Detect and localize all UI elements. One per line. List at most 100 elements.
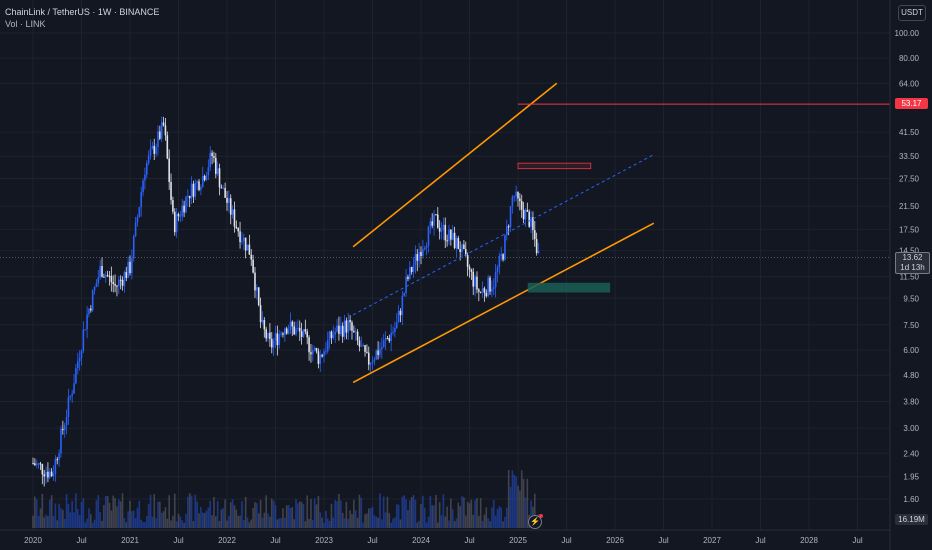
- volume-bar: [99, 512, 101, 528]
- candle-body: [198, 181, 200, 191]
- candle-body: [287, 329, 290, 334]
- candle-body: [494, 272, 497, 288]
- channel-lower-line: [352, 222, 655, 384]
- volume-bar: [270, 498, 273, 528]
- candle-body: [433, 214, 435, 226]
- candle-body: [194, 183, 197, 197]
- candle-body: [60, 428, 62, 454]
- candle-body: [384, 338, 387, 341]
- volume-bar: [386, 496, 389, 528]
- symbol-title[interactable]: ChainLink / TetherUS · 1W · BINANCE: [5, 7, 160, 17]
- candle-body: [144, 174, 146, 181]
- volume-bar: [351, 514, 353, 528]
- volume-bar: [459, 506, 461, 528]
- volume-bar: [326, 518, 329, 528]
- volume-bar: [407, 510, 409, 528]
- volume-bar: [494, 515, 497, 528]
- volume-bar: [293, 519, 295, 528]
- candle-body: [533, 230, 536, 240]
- volume-bar: [506, 507, 508, 528]
- currency-button[interactable]: USDT: [898, 5, 926, 21]
- volume-bar: [429, 495, 432, 528]
- volume-bar: [172, 515, 174, 528]
- candle-body: [491, 288, 493, 292]
- volume-bar: [423, 507, 426, 528]
- candle-body: [526, 209, 529, 212]
- volume-bar: [153, 494, 156, 528]
- volume-bar: [298, 501, 301, 528]
- candle-body: [116, 285, 118, 287]
- candle-body: [369, 362, 372, 365]
- volume-bar: [526, 478, 529, 528]
- candle-body: [45, 471, 47, 477]
- volume-bar: [409, 500, 411, 528]
- candle-body: [228, 198, 230, 203]
- volume-bar: [474, 500, 476, 528]
- volume-bar: [108, 502, 111, 528]
- volume-bar: [496, 508, 499, 528]
- volume-bar: [384, 512, 387, 528]
- volume-bar: [367, 508, 370, 528]
- candle-body: [366, 351, 368, 353]
- volume-bar: [140, 519, 142, 528]
- candle-body: [220, 187, 223, 189]
- candle-body: [272, 340, 275, 348]
- volume-bar: [224, 499, 226, 528]
- volume-bar: [483, 514, 486, 528]
- candle-body: [71, 393, 73, 396]
- volume-bar: [142, 522, 144, 528]
- candle-body: [319, 354, 322, 364]
- candle-body: [177, 214, 180, 217]
- volume-bar: [425, 522, 428, 528]
- x-tick-label: 2028: [800, 536, 818, 545]
- volume-bar: [265, 495, 267, 528]
- volume-bar: [349, 510, 351, 528]
- volume-bar: [39, 508, 42, 528]
- volume-bar: [84, 522, 87, 528]
- candle-body: [215, 157, 217, 174]
- volume-bar: [192, 521, 195, 528]
- current-price-value: 13.62: [902, 253, 923, 262]
- candle-body: [457, 237, 460, 250]
- candle-body: [52, 473, 55, 477]
- volume-bar: [502, 521, 504, 528]
- volume-bar: [215, 516, 217, 528]
- volume-bar: [267, 513, 269, 528]
- volume-bar: [427, 516, 430, 528]
- volume-bar: [511, 470, 514, 528]
- drawings: [352, 82, 890, 384]
- replay-icon[interactable]: ⚡: [528, 514, 543, 529]
- volume-bar: [336, 501, 338, 528]
- volume-bar: [455, 518, 458, 528]
- y-tick-label: 41.50: [899, 128, 920, 137]
- candle-body: [354, 331, 357, 333]
- volume-bar: [101, 520, 103, 528]
- candle-body: [470, 269, 473, 272]
- candle-body: [390, 332, 392, 342]
- candle-body: [138, 207, 141, 218]
- candle-body: [229, 198, 232, 215]
- volume-bar: [433, 505, 435, 528]
- volume-legend[interactable]: Vol · LINK: [5, 19, 46, 29]
- y-tick-label: 21.50: [899, 202, 920, 211]
- volume-bar: [313, 498, 316, 528]
- volume-bar: [211, 515, 213, 528]
- volume-bar: [235, 509, 238, 528]
- volume-bar: [306, 495, 309, 528]
- candle-body: [448, 229, 450, 242]
- volume-bar: [198, 513, 200, 528]
- candle-body: [418, 252, 420, 261]
- candle-body: [224, 188, 226, 198]
- candle-body: [86, 314, 88, 330]
- candle-body: [466, 255, 469, 267]
- candle-body: [155, 147, 157, 154]
- volume-bar: [252, 508, 254, 528]
- candle-body: [381, 347, 383, 350]
- volume-bar: [188, 493, 191, 528]
- candle-body: [134, 222, 137, 237]
- candle-body: [75, 368, 77, 384]
- candle-body: [269, 332, 271, 339]
- candle-body: [401, 295, 404, 316]
- volume-bar: [269, 516, 271, 528]
